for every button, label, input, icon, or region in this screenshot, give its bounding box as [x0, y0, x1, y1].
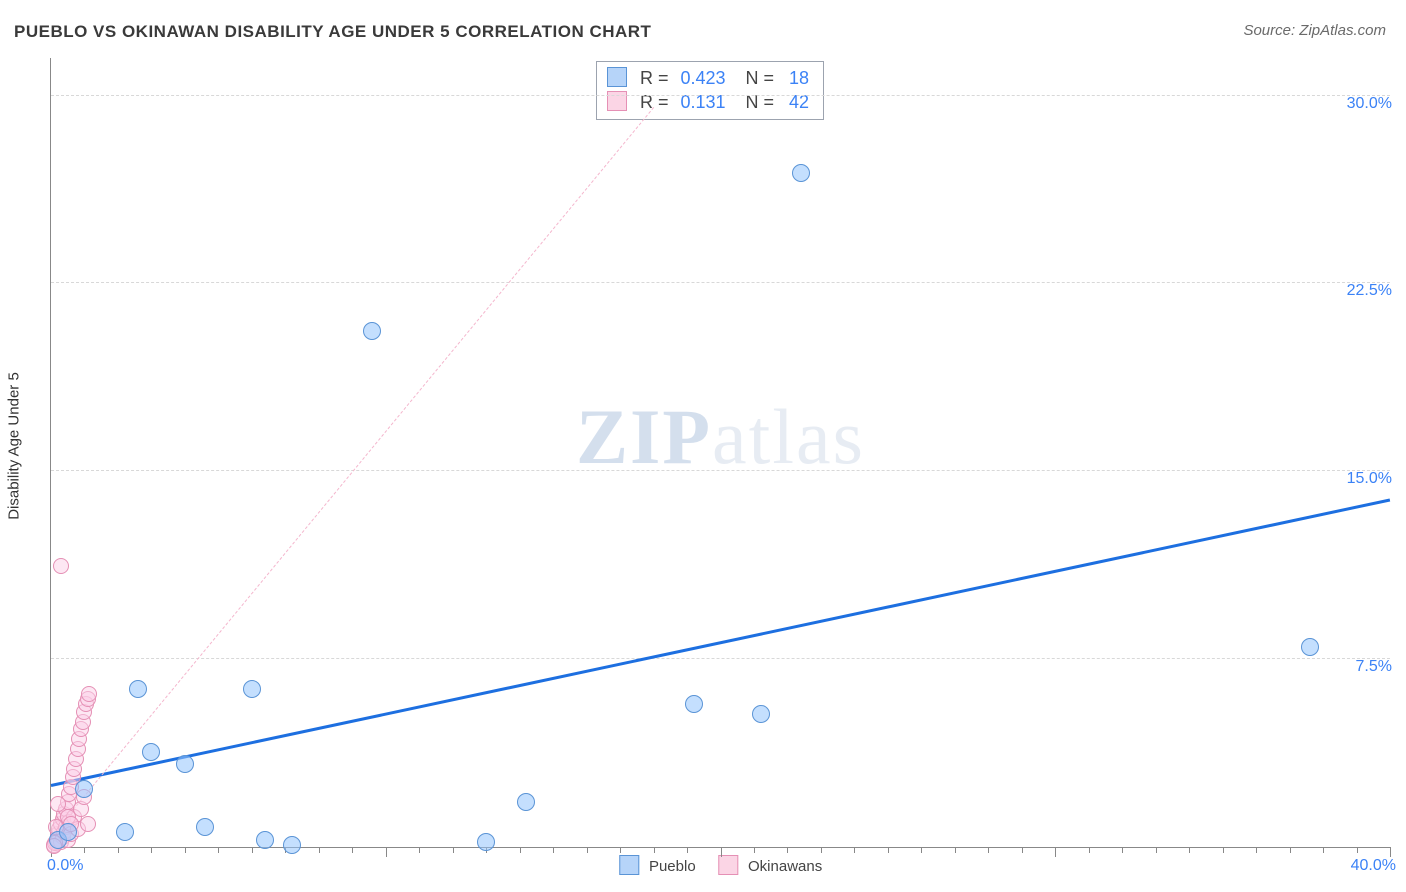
scatter-point-pueblo: [116, 823, 134, 841]
trend-line-pueblo: [51, 498, 1391, 786]
legend-label-okinawans: Okinawans: [748, 858, 822, 875]
scatter-point-okinawans: [80, 816, 96, 832]
r-value-pueblo: 0.423: [674, 66, 726, 90]
x-tick: [787, 847, 788, 853]
x-tick: [587, 847, 588, 853]
x-tick: [1022, 847, 1023, 853]
x-tick: [888, 847, 889, 853]
x-tick: [921, 847, 922, 853]
y-tick-label: 15.0%: [1347, 470, 1392, 488]
legend-swatch-okinawans: [718, 855, 738, 875]
x-tick: [252, 847, 253, 853]
scatter-point-pueblo: [363, 322, 381, 340]
stats-box: R = 0.423 N = 18 R = 0.131 N = 42: [596, 61, 824, 120]
y-axis-title: Disability Age Under 5: [6, 372, 23, 520]
gridline: [51, 470, 1390, 471]
scatter-point-pueblo: [176, 755, 194, 773]
x-tick: [955, 847, 956, 853]
gridline: [51, 658, 1390, 659]
legend: Pueblo Okinawans: [619, 855, 822, 875]
x-tick: [1122, 847, 1123, 853]
x-tick: [754, 847, 755, 853]
x-tick: [453, 847, 454, 853]
scatter-point-pueblo: [142, 743, 160, 761]
legend-swatch-pueblo: [619, 855, 639, 875]
scatter-point-pueblo: [283, 836, 301, 854]
x-tick: [654, 847, 655, 853]
scatter-point-pueblo: [1301, 638, 1319, 656]
gridline: [51, 95, 1390, 96]
x-start-label: 0.0%: [47, 857, 83, 875]
x-tick: [1089, 847, 1090, 853]
scatter-point-okinawans: [81, 686, 97, 702]
plot-area: ZIPatlas R = 0.423 N = 18 R = 0.131 N = …: [50, 58, 1390, 848]
x-tick: [1357, 847, 1358, 853]
scatter-point-pueblo: [75, 780, 93, 798]
scatter-point-pueblo: [196, 818, 214, 836]
y-tick-label: 22.5%: [1347, 282, 1392, 300]
x-tick: [687, 847, 688, 853]
x-tick: [821, 847, 822, 853]
x-tick: [553, 847, 554, 853]
watermark-rest: atlas: [712, 393, 865, 480]
chart-title: PUEBLO VS OKINAWAN DISABILITY AGE UNDER …: [14, 22, 651, 42]
x-tick: [1290, 847, 1291, 853]
trend-line-okinawans: [51, 107, 654, 837]
x-tick: [1390, 847, 1391, 857]
x-tick: [854, 847, 855, 853]
chart-container: PUEBLO VS OKINAWAN DISABILITY AGE UNDER …: [0, 0, 1406, 892]
x-tick: [218, 847, 219, 853]
watermark: ZIPatlas: [576, 392, 865, 482]
gridline: [51, 282, 1390, 283]
x-tick: [620, 847, 621, 853]
x-tick: [151, 847, 152, 853]
scatter-point-pueblo: [517, 793, 535, 811]
scatter-point-pueblo: [129, 680, 147, 698]
x-tick: [1256, 847, 1257, 853]
scatter-point-pueblo: [685, 695, 703, 713]
n-value-pueblo: 18: [779, 66, 809, 90]
x-tick: [1323, 847, 1324, 853]
legend-label-pueblo: Pueblo: [649, 858, 696, 875]
x-tick: [721, 847, 722, 857]
scatter-point-pueblo: [256, 831, 274, 849]
scatter-point-pueblo: [752, 705, 770, 723]
x-tick: [352, 847, 353, 853]
y-tick-label: 7.5%: [1356, 658, 1392, 676]
scatter-point-pueblo: [477, 833, 495, 851]
x-tick: [118, 847, 119, 853]
y-tick-label: 30.0%: [1347, 95, 1392, 113]
x-tick: [185, 847, 186, 853]
stats-row-pueblo: R = 0.423 N = 18: [607, 66, 809, 90]
x-tick: [988, 847, 989, 853]
x-tick: [1156, 847, 1157, 853]
x-end-label: 40.0%: [1351, 857, 1396, 875]
x-tick: [1189, 847, 1190, 853]
scatter-point-pueblo: [243, 680, 261, 698]
stat-swatch-pueblo: [607, 67, 627, 87]
x-tick: [1055, 847, 1056, 857]
x-tick: [386, 847, 387, 857]
scatter-point-pueblo: [792, 164, 810, 182]
x-tick: [84, 847, 85, 853]
x-tick: [520, 847, 521, 853]
source-label: Source: ZipAtlas.com: [1243, 22, 1386, 39]
scatter-point-okinawans: [53, 558, 69, 574]
x-tick: [419, 847, 420, 853]
scatter-point-pueblo: [59, 823, 77, 841]
watermark-bold: ZIP: [576, 393, 712, 480]
x-tick: [319, 847, 320, 853]
x-tick: [1223, 847, 1224, 853]
